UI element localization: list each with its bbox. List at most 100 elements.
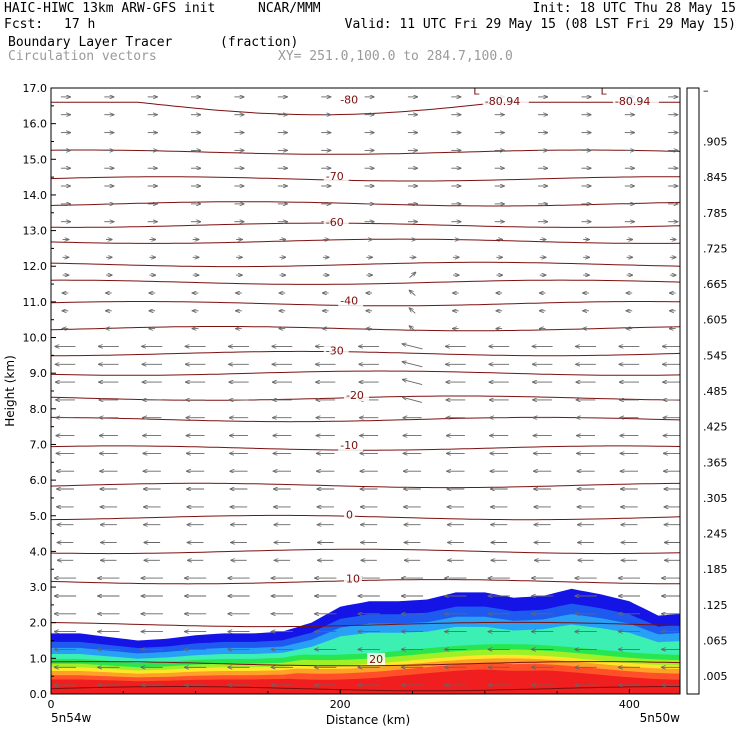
circulation-vector [410, 326, 416, 332]
contour-label: -70 [326, 170, 344, 183]
contour-label-bg [338, 439, 364, 452]
temperature-contour [51, 176, 680, 182]
y-tick-label: 13.0 [23, 225, 48, 238]
field-name: Boundary Layer Tracer [8, 35, 173, 50]
contour-label: -20 [346, 389, 364, 402]
temperature-contour [51, 661, 680, 667]
temperature-contour [51, 445, 680, 451]
temperature-contour [51, 238, 680, 244]
colorbar-label: .365 [703, 456, 728, 469]
temperature-contour [51, 101, 680, 116]
temperature-contour [51, 370, 680, 376]
y-tick-label: 10.0 [23, 332, 48, 345]
contour-label-bg [343, 508, 355, 521]
colorbar-label: .065 [703, 635, 728, 648]
forecast-hour: 17 h [64, 17, 96, 32]
contour-label-bg [338, 294, 364, 307]
contour-label: L [473, 84, 480, 97]
y-tick-label: 6.0 [30, 474, 48, 487]
contour-label-bg [482, 95, 529, 108]
colorbar-label: .005 [703, 670, 728, 683]
colorbar-frame [686, 87, 700, 695]
y-axis: 0.0 1.0 2.0 3.0 4.0 5.0 6.0 7.0 8.0 9.0 10.0 11.0 12… [23, 82, 56, 701]
model-title: HAIC-HIWC 13km ARW-GFS init [4, 1, 216, 16]
contour-label-bg [323, 344, 349, 357]
colorbar-label: .905 [703, 136, 728, 149]
contour-label-bg [367, 652, 386, 665]
y-tick-label: 17.0 [23, 82, 48, 95]
y-tick-label: 12.0 [23, 260, 48, 273]
contour-label: L [600, 84, 607, 97]
temperature-contour [51, 416, 680, 423]
circulation-vectors [55, 97, 680, 685]
contour-label-bg [343, 389, 369, 402]
tracer-fill [51, 588, 680, 694]
y-tick-label: 15.0 [23, 153, 48, 166]
contour-label-bg [323, 169, 349, 182]
contour-label: 10 [346, 573, 360, 586]
forecast-label: Fcst: [4, 17, 44, 32]
contour-label: -60 [326, 216, 344, 229]
y-tick-label: 5.0 [30, 510, 48, 523]
field-units: (fraction) [220, 35, 299, 50]
circulation-vector [403, 380, 423, 386]
contour-label-bg [343, 572, 362, 585]
temperature-contour [51, 579, 680, 585]
colorbar-label: .845 [703, 171, 728, 184]
overlay-name: Circulation vectors [8, 49, 157, 64]
temperature-contour [51, 222, 680, 228]
circulation-vector [403, 362, 423, 368]
colorbar-label: .785 [703, 207, 728, 220]
colorbar-label: .305 [703, 492, 728, 505]
contour-label: -80.94 [485, 95, 520, 108]
y-tick-label: 3.0 [30, 581, 48, 594]
colorbar: .005 .065 .125 .185 .245 .305 .365 .425 .485 .545… [686, 84, 728, 695]
y-axis-title: Height (km) [3, 355, 17, 426]
colorbar-label: .185 [703, 563, 728, 576]
valid-time: Valid: 11 UTC Fri 29 May 15 (08 LST Fri … [344, 17, 736, 32]
x-tick-label: 0 [48, 698, 55, 711]
contour-label-bg [471, 88, 483, 97]
contour-label-bg [323, 216, 349, 229]
temperature-contour [51, 261, 680, 268]
y-tick-label: 8.0 [30, 403, 48, 416]
circulation-vector [410, 308, 416, 314]
temperature-contour [51, 301, 680, 307]
contour-label: -40 [340, 295, 358, 308]
contour-label-bg [612, 95, 659, 108]
contour-label-bg [598, 88, 610, 97]
contour-label: -30 [326, 345, 344, 358]
contour-label: -80 [340, 93, 358, 106]
contour-labels: -80 -80.94 L -80.94 L -70 -60 -40 -30 -20 -10 0 10 20 [323, 84, 659, 666]
colorbar-label: .725 [703, 242, 728, 255]
y-tick-label: 4.0 [30, 545, 48, 558]
circulation-vector [403, 344, 423, 350]
contour-label: 0 [346, 509, 353, 522]
colorbar-label: .425 [703, 421, 728, 434]
circulation-vector [410, 291, 416, 296]
y-tick-label: 14.0 [23, 189, 48, 202]
colorbar-label: .545 [703, 349, 728, 362]
contour-label-bg [338, 93, 364, 106]
x-axis-title: Distance (km) [326, 713, 410, 727]
temperature-contour [51, 279, 680, 285]
left-endpoint-label: 5n54w [51, 711, 92, 725]
colorbar-label: .485 [703, 385, 728, 398]
colorbar-label: .125 [703, 599, 728, 612]
contour-label: -80.94 [615, 95, 650, 108]
temperature-contour [51, 621, 680, 628]
x-axis: 0 200 400 [48, 689, 640, 711]
x-tick-label: 200 [330, 698, 351, 711]
contour-label: -10 [340, 439, 358, 452]
right-endpoint-label: 5n50w [640, 711, 681, 725]
y-tick-label: 11.0 [23, 296, 48, 309]
colorbar-label: .605 [703, 314, 728, 327]
tracer-band [51, 669, 680, 694]
y-tick-label: 0.0 [30, 688, 48, 701]
xy-range: XY= 251.0,100.0 to 284.7,100.0 [278, 49, 513, 64]
temperature-contour [51, 514, 680, 521]
y-tick-label: 2.0 [30, 617, 48, 630]
plot-area: -80 -80.94 L -80.94 L -70 -60 -40 -30 -20 -10 0 10 20 [51, 84, 680, 694]
y-tick-label: 7.0 [30, 438, 48, 451]
